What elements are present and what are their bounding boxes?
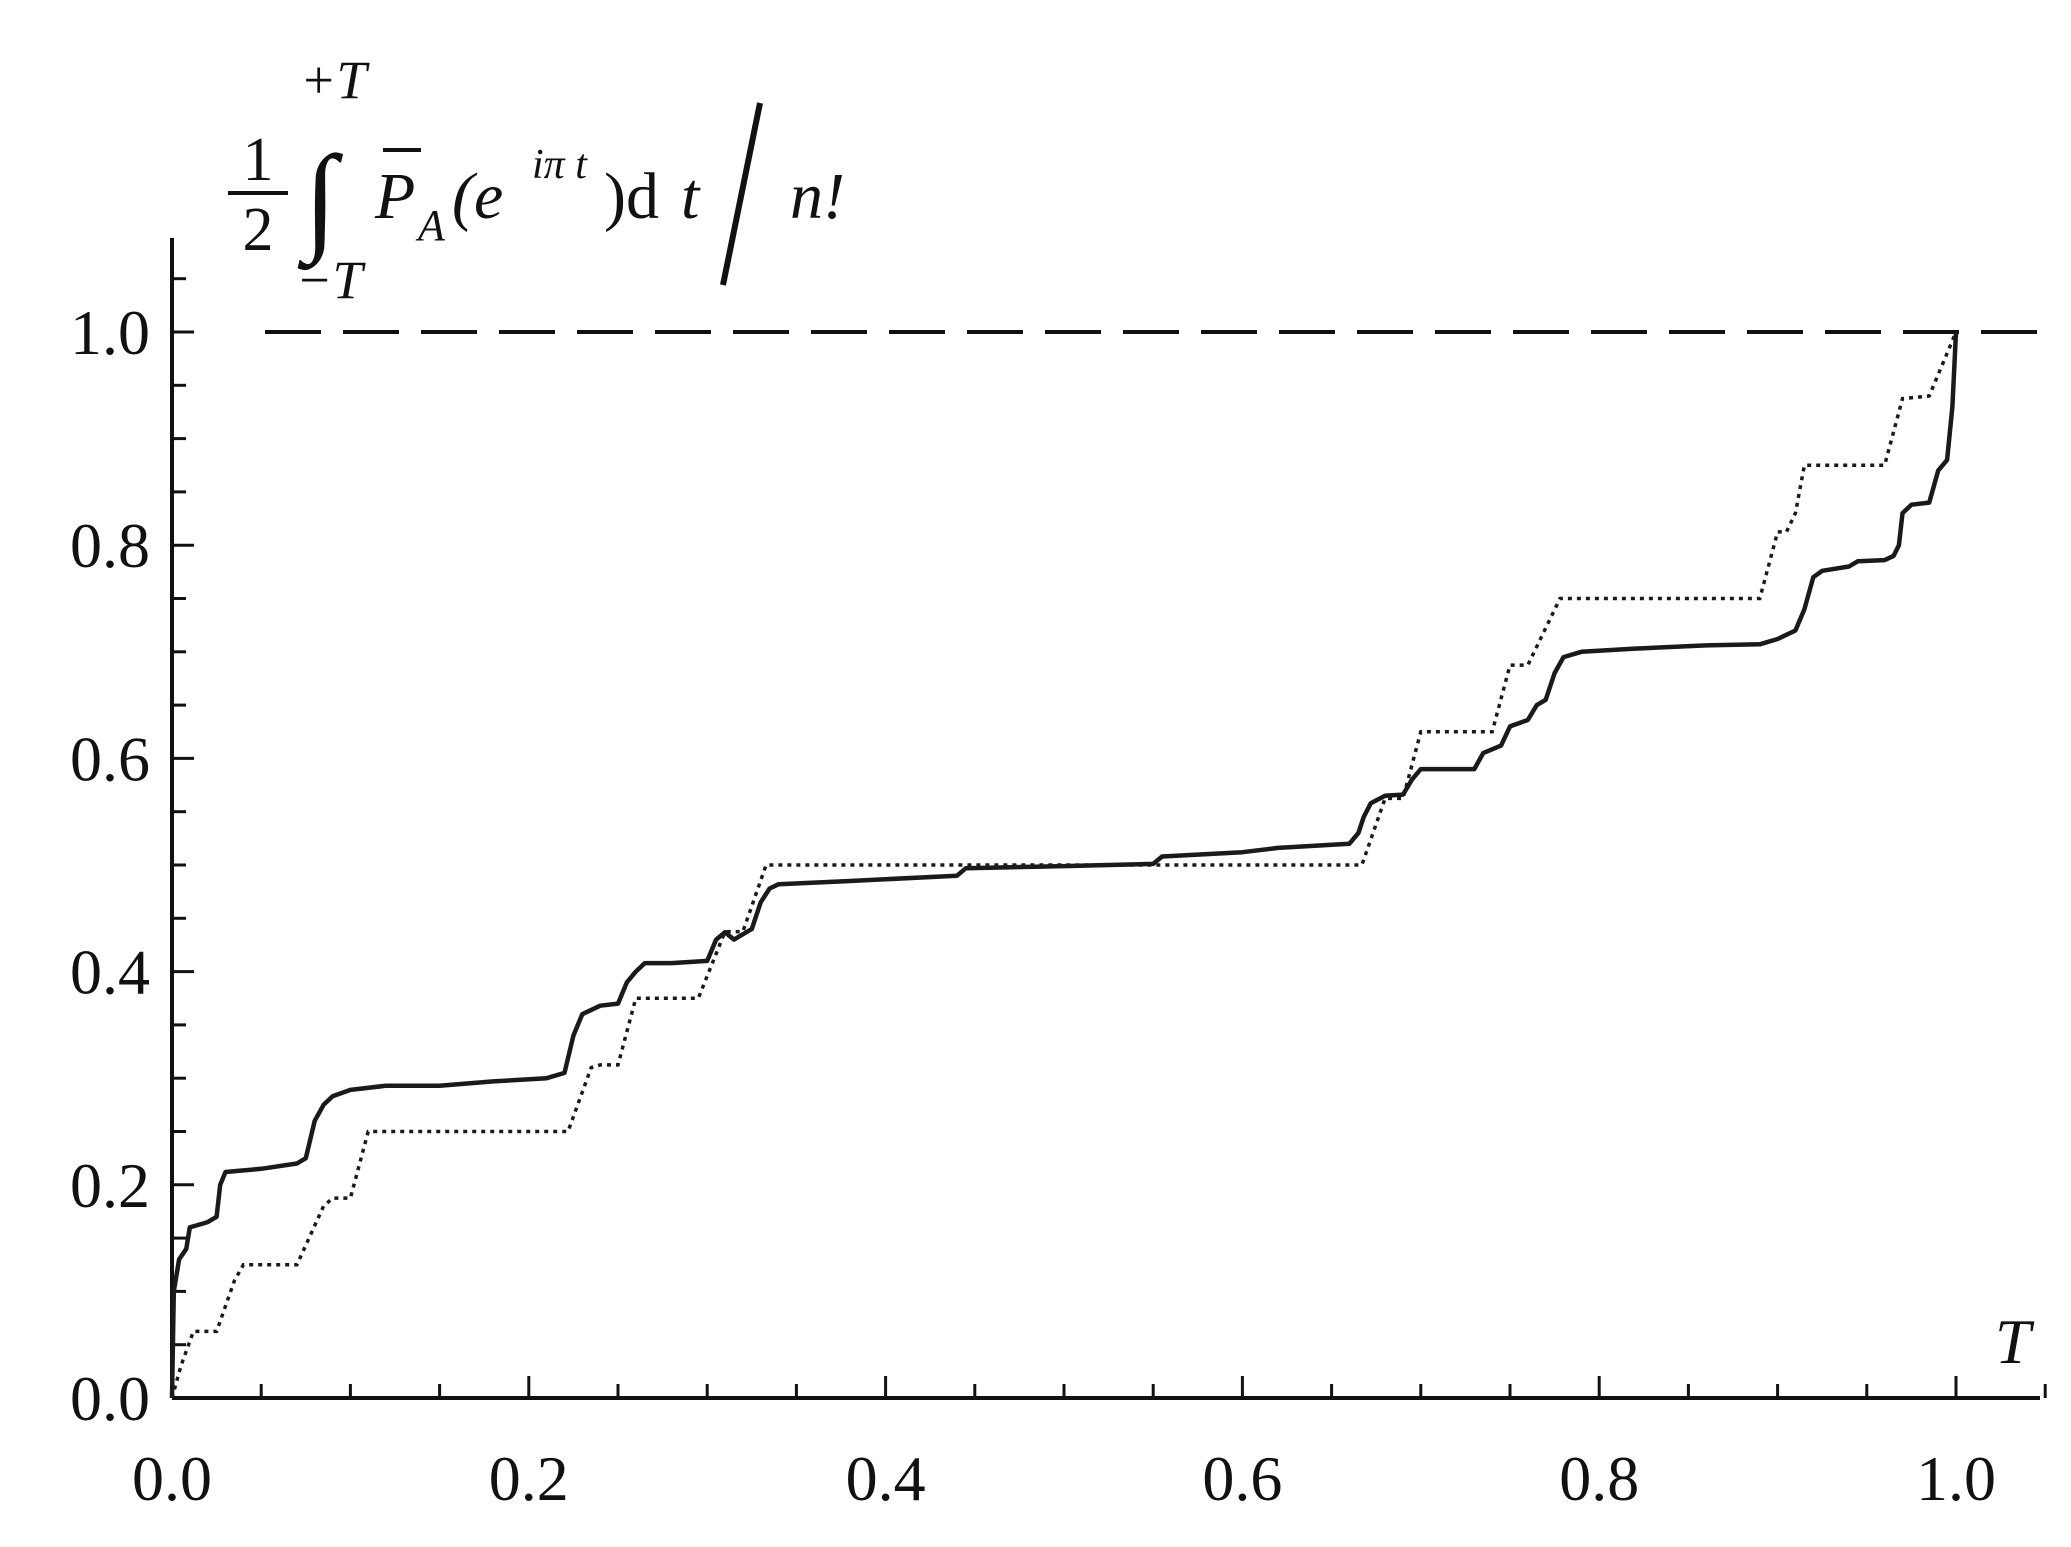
- ylabel-divisor: n!: [790, 160, 845, 233]
- x-axis-ticks: 0.0 0.2 0.4 0.6 0.8 1.0: [132, 1376, 2047, 1514]
- ylabel-exponent: iπ t: [532, 142, 588, 188]
- y-tick-label: 0.2: [70, 1150, 150, 1221]
- ylabel-frac-denominator: 2: [243, 196, 274, 264]
- ylabel-integral-sign: ∫: [297, 131, 344, 271]
- y-tick-label: 0.8: [70, 510, 150, 581]
- ylabel-frac-numerator: 1: [243, 126, 274, 194]
- ylabel-subscript: A: [415, 201, 446, 250]
- x-tick-label: 1.0: [1916, 1443, 1996, 1514]
- ylabel-division-slash: [720, 102, 763, 286]
- ylabel-lower-limit: −T: [296, 250, 366, 310]
- ylabel-integrand: P: [374, 160, 415, 233]
- x-tick-label: 0.2: [489, 1443, 569, 1514]
- y-axis-label: 1 2 +T ∫ −T P A (e iπ t )d t n!: [228, 50, 845, 310]
- series-solid-line: [169, 331, 1959, 1399]
- ylabel-upper-limit: +T: [300, 50, 370, 110]
- ylabel-open-paren: (e: [452, 160, 503, 233]
- ylabel-variable: t: [681, 160, 701, 233]
- y-tick-label: 0.0: [70, 1363, 150, 1434]
- x-tick-label: 0.8: [1559, 1443, 1639, 1514]
- y-tick-label: 0.4: [70, 937, 150, 1008]
- series-dotted-line: [170, 331, 1958, 1399]
- x-axis-label: T: [1995, 1306, 2035, 1377]
- y-axis-ticks: 0.0 0.2 0.4 0.6 0.8 1.0: [70, 277, 194, 1434]
- x-tick-label: 0.6: [1202, 1443, 1282, 1514]
- x-tick-label: 0.0: [132, 1443, 212, 1514]
- y-tick-label: 1.0: [70, 297, 150, 368]
- y-tick-label: 0.6: [70, 723, 150, 794]
- ylabel-close-paren: )d: [604, 160, 659, 233]
- x-tick-label: 0.4: [846, 1443, 926, 1514]
